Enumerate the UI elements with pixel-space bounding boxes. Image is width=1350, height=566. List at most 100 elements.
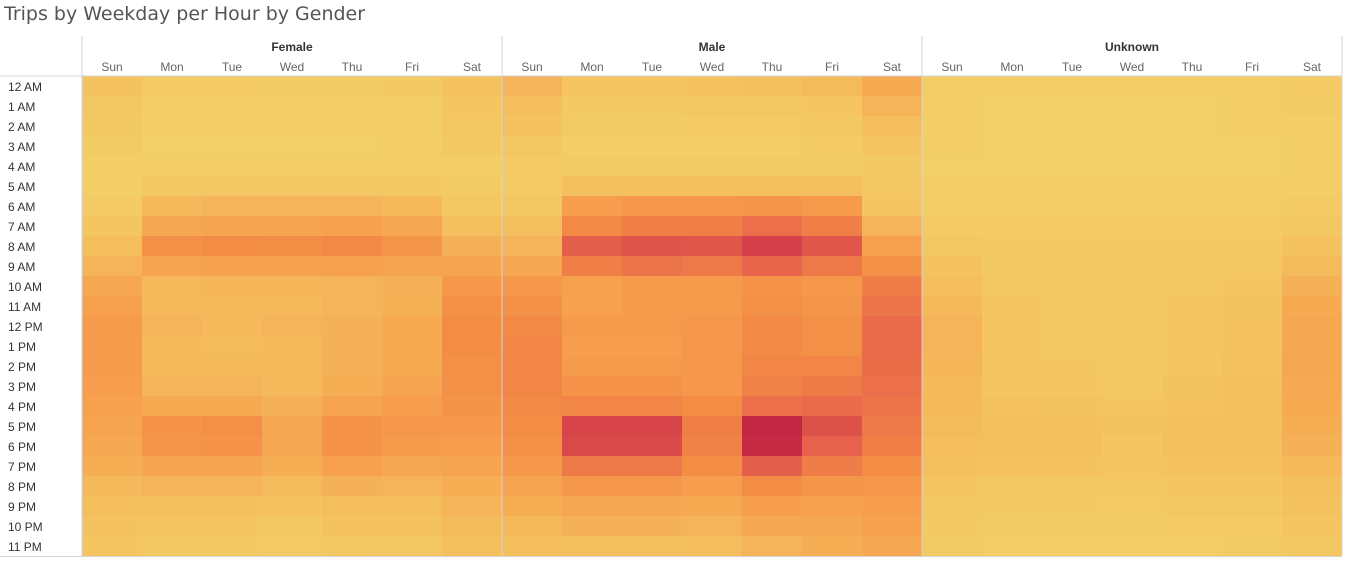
heatmap-cell <box>1042 416 1102 436</box>
heatmap-cell <box>502 216 562 236</box>
heatmap-cell <box>382 76 442 96</box>
heatmap-cell <box>202 256 262 276</box>
heatmap-cell <box>622 456 682 476</box>
heatmap-cell <box>802 336 862 356</box>
hour-label: 7 AM <box>8 220 35 234</box>
heatmap-cell <box>142 536 202 556</box>
heatmap-cell <box>562 156 622 176</box>
heatmap-cell <box>1282 376 1342 396</box>
heatmap-cell <box>502 496 562 516</box>
heatmap-cell <box>682 336 742 356</box>
day-label: Sun <box>101 60 122 74</box>
heatmap-cell <box>1042 276 1102 296</box>
heatmap-cell <box>442 176 502 196</box>
heatmap-cell <box>142 396 202 416</box>
heatmap-cell <box>1042 396 1102 416</box>
heatmap-cell <box>322 416 382 436</box>
heatmap-cell <box>1222 96 1282 116</box>
heatmap-cell <box>262 456 322 476</box>
heatmap-cell <box>1102 196 1162 216</box>
heatmap-cell <box>862 216 922 236</box>
heatmap-cell <box>202 296 262 316</box>
heatmap-cell <box>862 336 922 356</box>
heatmap-cell <box>922 316 982 336</box>
day-label: Wed <box>1120 60 1144 74</box>
hour-label: 9 PM <box>8 500 36 514</box>
hour-label: 5 AM <box>8 180 35 194</box>
heatmap-cell <box>982 276 1042 296</box>
heatmap-cell <box>802 456 862 476</box>
heatmap-cell <box>682 396 742 416</box>
heatmap-cell <box>622 256 682 276</box>
heatmap-cell <box>502 156 562 176</box>
heatmap-cell <box>82 436 142 456</box>
heatmap-cell <box>502 276 562 296</box>
heatmap-cell <box>1102 536 1162 556</box>
heatmap-cell <box>442 496 502 516</box>
heatmap-cell <box>742 416 802 436</box>
heatmap-cell <box>682 296 742 316</box>
heatmap-cell <box>922 396 982 416</box>
heatmap-cell <box>262 316 322 336</box>
heatmap-cell <box>442 216 502 236</box>
heatmap-cell <box>1102 456 1162 476</box>
heatmap-cell <box>622 436 682 456</box>
heatmap-cell <box>1222 436 1282 456</box>
heatmap-cell <box>382 436 442 456</box>
heatmap-cell <box>1282 176 1342 196</box>
heatmap-cell <box>1102 256 1162 276</box>
heatmap-cell <box>82 516 142 536</box>
heatmap-cell <box>1102 496 1162 516</box>
day-label: Mon <box>1000 60 1023 74</box>
heatmap-cell <box>982 416 1042 436</box>
heatmap-cell <box>1102 416 1162 436</box>
heatmap-cell <box>142 276 202 296</box>
heatmap-cell <box>1042 496 1102 516</box>
heatmap-cell <box>682 96 742 116</box>
heatmap-cell <box>82 396 142 416</box>
heatmap-cell <box>1222 476 1282 496</box>
hour-label: 10 PM <box>8 520 43 534</box>
heatmap-cell <box>1282 156 1342 176</box>
heatmap-cell <box>862 276 922 296</box>
heatmap-cell <box>1222 516 1282 536</box>
heatmap-cell <box>562 256 622 276</box>
heatmap-cell <box>382 296 442 316</box>
heatmap-cell <box>1162 256 1222 276</box>
heatmap-cell <box>982 256 1042 276</box>
day-label: Wed <box>700 60 724 74</box>
heatmap-cell <box>1282 116 1342 136</box>
heatmap-cell <box>742 296 802 316</box>
heatmap-cell <box>322 356 382 376</box>
heatmap-cell <box>562 76 622 96</box>
heatmap-cell <box>742 496 802 516</box>
hour-label: 3 AM <box>8 140 35 154</box>
heatmap-cell <box>1042 476 1102 496</box>
heatmap-cell <box>1282 496 1342 516</box>
heatmap-cell <box>382 156 442 176</box>
hour-label: 12 AM <box>8 80 42 94</box>
heatmap-cell <box>82 356 142 376</box>
heatmap-cell <box>1282 536 1342 556</box>
heatmap-cell <box>1102 516 1162 536</box>
heatmap-cell <box>322 476 382 496</box>
heatmap-cell <box>862 196 922 216</box>
heatmap-cell <box>802 536 862 556</box>
heatmap-cell <box>502 456 562 476</box>
heatmap-cell <box>1282 196 1342 216</box>
heatmap-cell <box>622 396 682 416</box>
heatmap-cell <box>262 196 322 216</box>
heatmap-cell <box>1162 116 1222 136</box>
heatmap-cell <box>1042 296 1102 316</box>
heatmap-cell <box>682 536 742 556</box>
heatmap-cell <box>862 116 922 136</box>
heatmap-cell <box>1102 316 1162 336</box>
heatmap-cell <box>82 196 142 216</box>
heatmap-cell <box>82 376 142 396</box>
heatmap-cell <box>322 236 382 256</box>
heatmap-cell <box>682 416 742 436</box>
heatmap-cell <box>802 476 862 496</box>
heatmap-cell <box>442 436 502 456</box>
heatmap-cell <box>262 336 322 356</box>
heatmap-cell <box>82 76 142 96</box>
